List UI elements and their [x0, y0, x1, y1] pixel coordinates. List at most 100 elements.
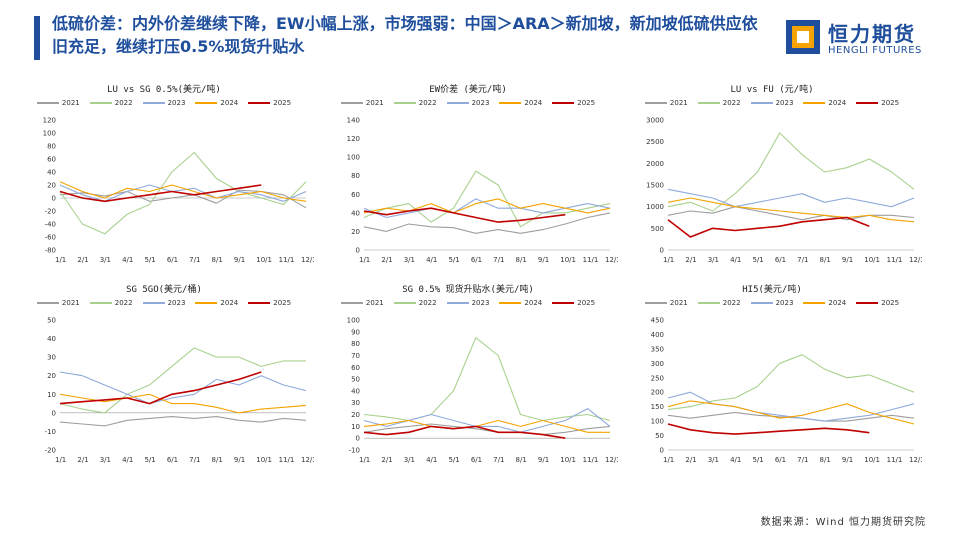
chart-4: SG 5GO(美元/桶) 2021 2022 2023 2024 2025 -20 -10 0 1…	[14, 278, 314, 478]
y-tick-label: 40	[47, 169, 56, 177]
legend-label: 2021	[61, 299, 80, 307]
y-tick-label: 50	[655, 432, 664, 440]
series-line-2022	[59, 347, 306, 414]
page-title: 低硫价差：内外价差继续下降，EW小幅上涨，市场强弱：中国＞ARA＞新加坡，新加坡…	[52, 14, 758, 56]
series-line-2023	[59, 371, 307, 405]
legend-item-2024: 2024	[803, 99, 846, 107]
x-tick-label: 11/1	[887, 456, 903, 464]
legend-item-2024: 2024	[195, 99, 238, 107]
x-tick-label: 9/1	[234, 456, 245, 464]
chart-plot-area: 0 50 100 150 200 250 300 350 400 450 1/1 2/1 3/1 4/1 5…	[651, 317, 922, 465]
x-tick-label: 3/1	[708, 256, 719, 264]
legend-item-2021: 2021	[644, 99, 688, 107]
x-tick-label: 1/1	[55, 456, 66, 464]
legend-swatch	[340, 102, 363, 104]
x-tick-label: 9/1	[842, 456, 853, 464]
y-tick-label: -20	[45, 208, 56, 216]
legend-label: 2025	[881, 99, 900, 107]
series-line-2024	[59, 181, 307, 202]
x-tick-label: 8/1	[212, 456, 223, 464]
legend-item-2021: 2021	[644, 299, 688, 307]
legend-item-2021: 2021	[340, 99, 384, 107]
x-tick-label: 10/1	[864, 256, 880, 264]
x-tick-label: 7/1	[189, 456, 200, 464]
x-tick-label: 10/1	[560, 256, 576, 264]
y-tick-label: 140	[347, 117, 360, 125]
x-tick-label: 8/1	[516, 456, 527, 464]
x-tick-label: 12/1	[301, 256, 314, 264]
x-tick-label: 4/1	[122, 456, 133, 464]
logo-mark-icon	[786, 20, 820, 54]
chart-plot-area: -20 -10 0 10 20 30 40 50 1/1 2/1 3/1 4/1 5/1 6/1 7/1 8/…	[45, 317, 314, 465]
y-tick-label: 100	[347, 154, 360, 162]
y-tick-label: 300	[651, 360, 664, 368]
chart-plot-area: 0 500 1000 1500 2000 2500 3000 1/1 2/1 3/1 4/1 5/1 6…	[646, 117, 922, 265]
series-line-2024	[667, 400, 915, 425]
legend-label: 2021	[365, 99, 384, 107]
legend-item-2025: 2025	[552, 299, 595, 307]
x-tick-label: 7/1	[797, 456, 808, 464]
legend-swatch	[36, 102, 59, 104]
x-tick-label: 8/1	[820, 456, 831, 464]
legend-item-2021: 2021	[36, 299, 80, 307]
x-tick-label: 10/1	[256, 256, 272, 264]
chart-legend: 2021 2022 2023 2024 2025	[622, 299, 922, 307]
y-tick-label: 450	[651, 317, 664, 325]
legend-item-2022: 2022	[697, 99, 741, 107]
title-accent-bar	[34, 16, 40, 60]
y-tick-label: 2500	[646, 138, 664, 146]
legend-label: 2025	[273, 299, 292, 307]
x-tick-label: 5/1	[448, 456, 459, 464]
legend-swatch	[499, 102, 522, 104]
x-tick-label: 4/1	[730, 256, 741, 264]
x-tick-label: 11/1	[279, 256, 295, 264]
series-line-2025	[667, 216, 870, 238]
legend-swatch	[36, 302, 59, 304]
series-line-2024	[363, 419, 610, 433]
legend-item-2022: 2022	[89, 99, 133, 107]
x-tick-label: 2/1	[77, 456, 88, 464]
legend-item-2025: 2025	[248, 299, 291, 307]
y-tick-label: 100	[347, 317, 360, 325]
chart-legend: 2021 2022 2023 2024 2025	[622, 99, 922, 107]
x-tick-label: 3/1	[100, 256, 111, 264]
y-tick-label: 40	[351, 387, 360, 395]
legend-label: 2023	[167, 99, 186, 107]
company-logo: 恒力期货 HENGLI FUTURES	[786, 18, 946, 62]
x-tick-label: 6/1	[471, 256, 482, 264]
x-tick-label: 3/1	[404, 456, 415, 464]
series-line-2025	[363, 207, 566, 223]
series-line-2022	[667, 132, 915, 212]
y-tick-label: 10	[47, 391, 56, 399]
x-tick-label: 5/1	[448, 256, 459, 264]
chart-plot-area: -80 -60 -40 -20 0 20 40 60 80 100 120 1/1 2/1 3/1 4/1 5…	[43, 117, 314, 265]
y-tick-label: 0	[660, 447, 664, 455]
x-tick-label: 3/1	[404, 256, 415, 264]
x-tick-label: 7/1	[189, 256, 200, 264]
legend-label: 2022	[418, 99, 437, 107]
x-tick-label: 5/1	[144, 456, 155, 464]
x-tick-label: 2/1	[685, 456, 696, 464]
legend-label: 2021	[669, 299, 688, 307]
legend-swatch	[195, 302, 218, 304]
legend-label: 2024	[524, 99, 543, 107]
legend-item-2025: 2025	[552, 99, 595, 107]
x-tick-label: 7/1	[493, 256, 504, 264]
chart-legend: 2021 2022 2023 2024 2025	[318, 99, 618, 107]
legend-label: 2023	[167, 299, 186, 307]
legend-label: 2023	[775, 99, 794, 107]
y-tick-label: 60	[351, 191, 360, 199]
legend-label: 2024	[220, 99, 239, 107]
legend-label: 2022	[722, 99, 741, 107]
legend-swatch	[644, 102, 667, 104]
y-tick-label: 100	[651, 418, 664, 426]
legend-label: 2023	[775, 299, 794, 307]
y-tick-label: 20	[351, 411, 360, 419]
legend-swatch	[552, 302, 575, 304]
legend-item-2021: 2021	[340, 299, 384, 307]
y-tick-label: -10	[45, 428, 56, 436]
series-line-2025	[667, 423, 870, 435]
chart-3: LU vs FU (元/吨) 2021 2022 2023 2024 2025 0 500 10…	[622, 78, 922, 278]
y-tick-label: -10	[349, 447, 360, 455]
legend-label: 2021	[61, 99, 80, 107]
